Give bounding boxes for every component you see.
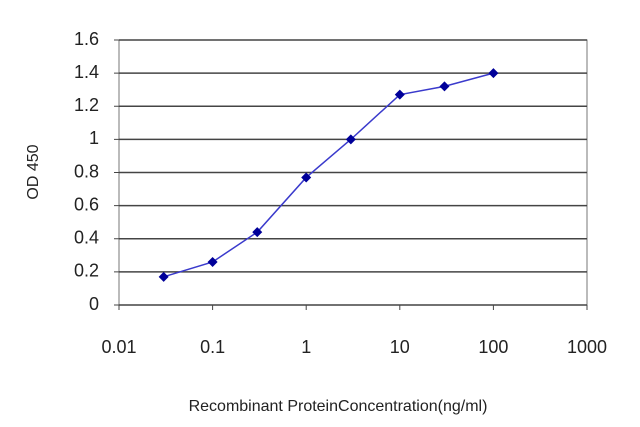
y-tick-label: 0.6 xyxy=(74,194,99,214)
x-tick-label: 10 xyxy=(390,337,410,357)
y-tick-label: 1.4 xyxy=(74,62,99,82)
y-tick-label: 1.2 xyxy=(74,95,99,115)
data-point xyxy=(301,172,312,183)
y-tick-label: 1.6 xyxy=(74,29,99,49)
data-point xyxy=(394,89,405,100)
y-axis-title: OD 450 xyxy=(25,144,42,199)
data-line xyxy=(163,72,494,278)
y-tick-label: 0.8 xyxy=(74,161,99,181)
x-axis-title: Recombinant ProteinConcentration(ng/ml) xyxy=(189,398,488,415)
data-point xyxy=(439,81,450,92)
data-point xyxy=(207,256,218,267)
x-tick-label: 0.01 xyxy=(101,337,136,357)
x-tick-label: 1 xyxy=(301,337,311,357)
data-point xyxy=(158,271,169,282)
x-tick-label: 0.1 xyxy=(200,337,225,357)
y-tick-label: 0.2 xyxy=(74,261,99,281)
data-point xyxy=(488,68,499,79)
x-tick-label: 1000 xyxy=(567,337,607,357)
data-point xyxy=(345,134,356,145)
y-tick-label: 0 xyxy=(89,294,99,314)
data-point xyxy=(252,227,263,238)
y-tick-label: 1 xyxy=(89,128,99,148)
y-tick-label: 0.4 xyxy=(74,228,99,248)
x-tick-label: 100 xyxy=(478,337,508,357)
